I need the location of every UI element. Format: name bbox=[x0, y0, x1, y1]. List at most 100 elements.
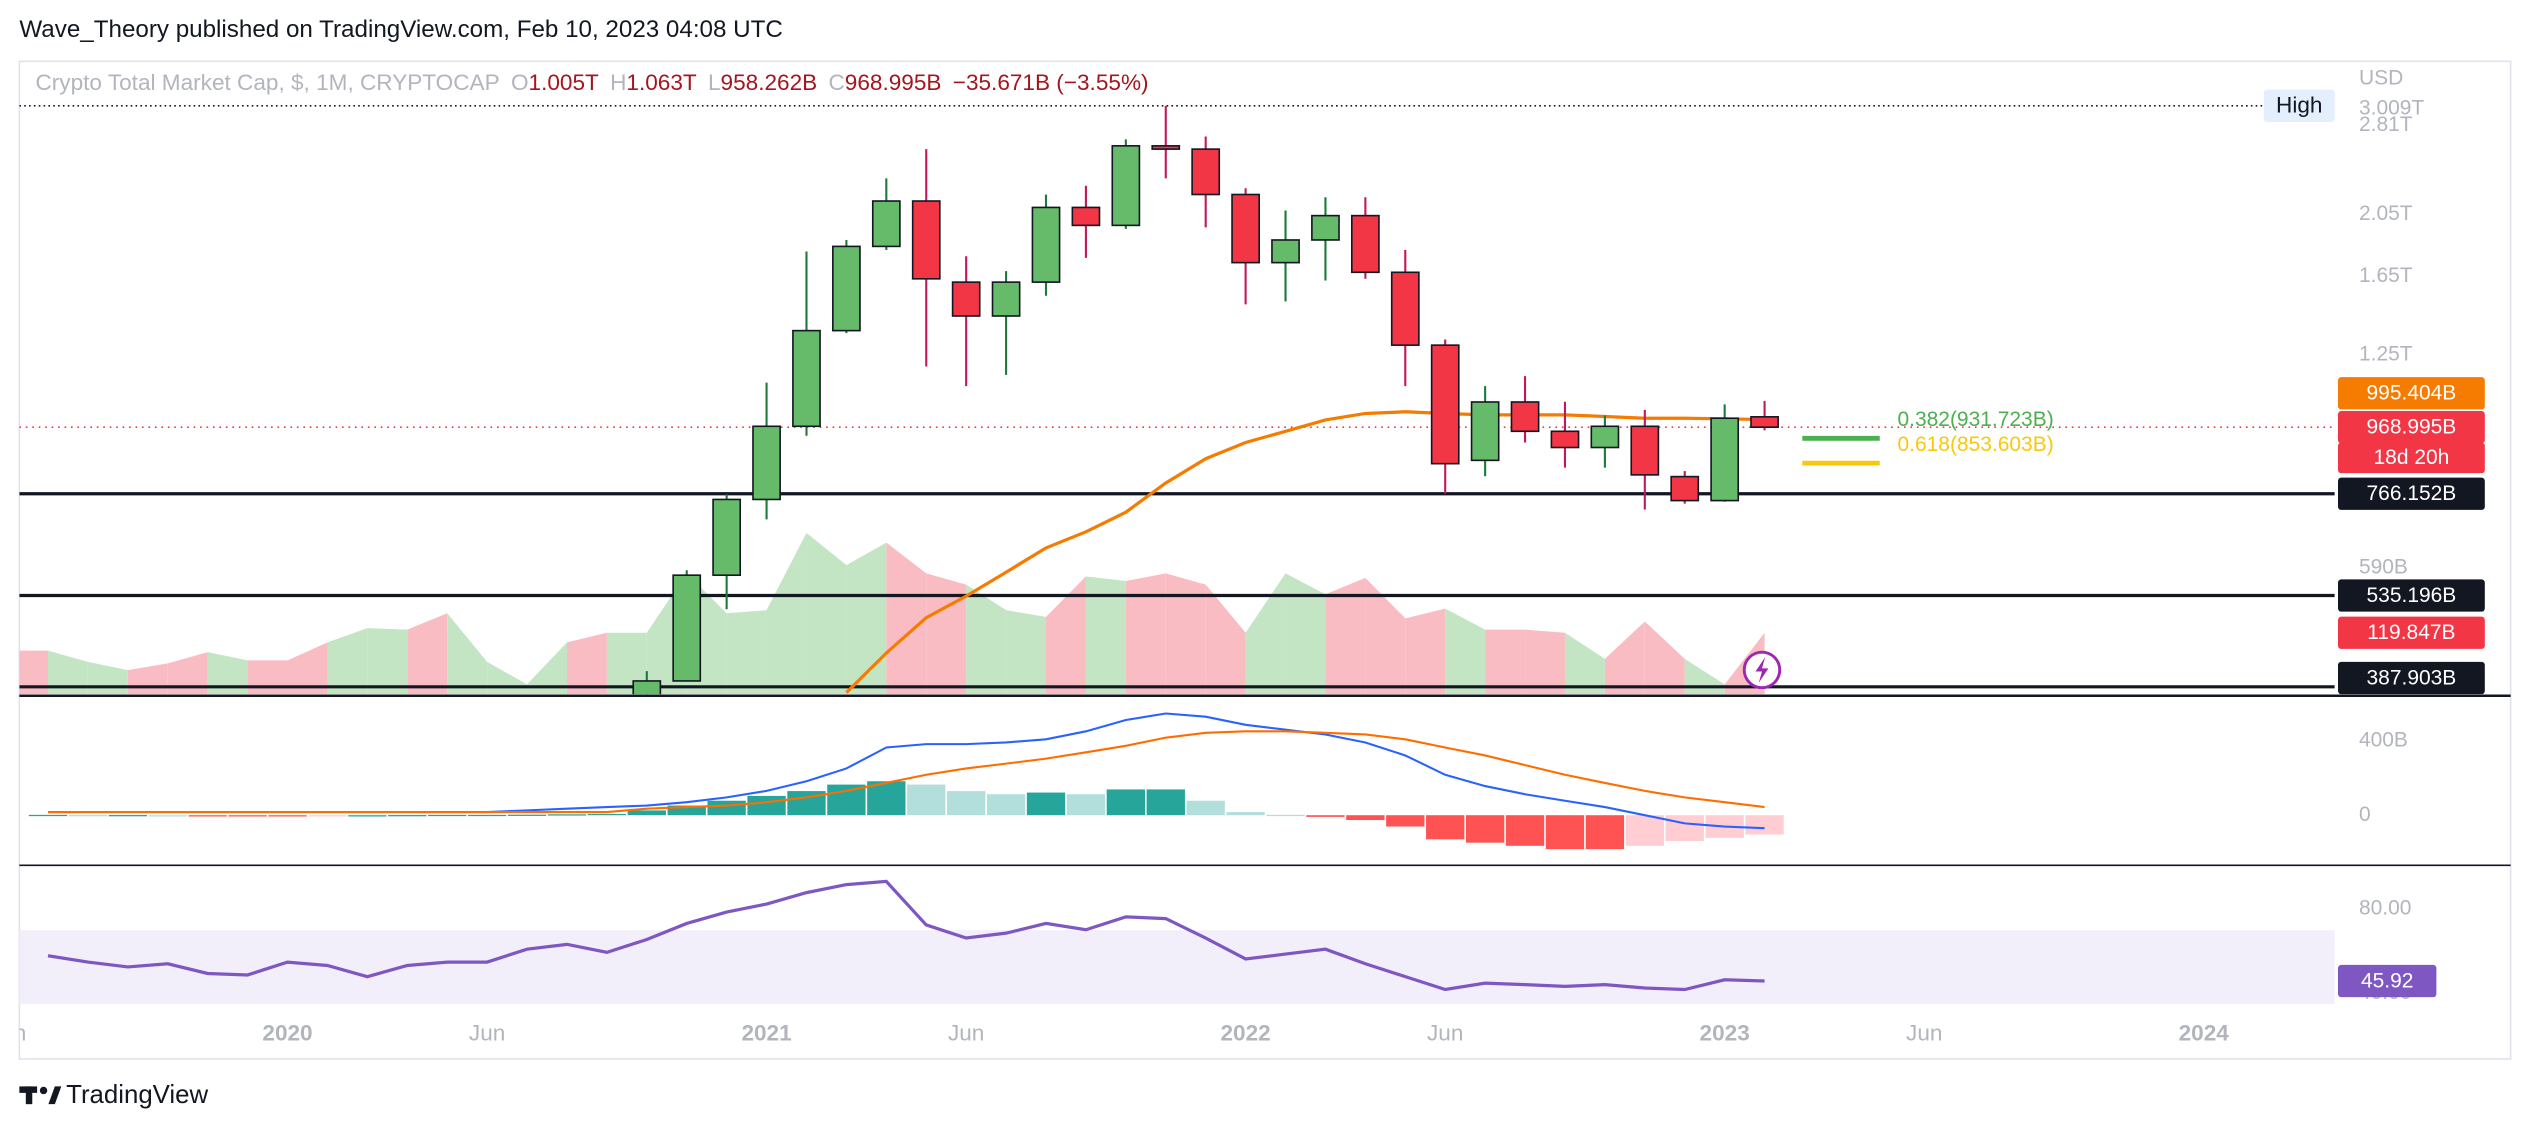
volume-label-text: 119.847B bbox=[2367, 621, 2455, 644]
volume-area bbox=[167, 652, 208, 695]
candle-body bbox=[832, 245, 861, 332]
macd-histogram-bar bbox=[1426, 815, 1465, 840]
rsi-last-box bbox=[2337, 964, 2437, 998]
x-tick-label: 2023 bbox=[1700, 1021, 1750, 1046]
volume-area bbox=[1564, 632, 1605, 695]
x-tick-label: Jun bbox=[1427, 1021, 1463, 1046]
y-tick-label: 590B bbox=[2359, 555, 2408, 578]
macd-histogram-bar bbox=[467, 814, 507, 817]
countdown-box bbox=[2337, 442, 2485, 474]
volume-area bbox=[1165, 573, 1206, 695]
volume-area bbox=[1046, 576, 1086, 695]
x-tick-label: Jun bbox=[948, 1021, 984, 1046]
macd-histogram-bar bbox=[1026, 792, 1066, 816]
candle-body bbox=[1430, 344, 1460, 465]
volume-area bbox=[1085, 576, 1126, 695]
volume-area bbox=[1644, 621, 1685, 695]
macd-histogram-bar bbox=[428, 814, 467, 817]
volume-area bbox=[1006, 610, 1047, 695]
y-tick-label: 400B bbox=[2359, 729, 2408, 752]
volume-area bbox=[1525, 629, 1565, 695]
volume-area bbox=[1445, 608, 1486, 695]
macd-histogram-bar bbox=[747, 795, 786, 816]
volume-area bbox=[1604, 621, 1645, 695]
x-tick-label: Jun bbox=[0, 1021, 26, 1046]
tradingview-logo bbox=[19, 1086, 62, 1105]
volume-area bbox=[287, 642, 328, 695]
volume-area bbox=[766, 532, 807, 695]
volume-area bbox=[846, 542, 887, 695]
ohlc-key: O bbox=[511, 70, 529, 95]
candle-body bbox=[1390, 271, 1420, 346]
macd-histogram-bar bbox=[1386, 815, 1425, 827]
macd-histogram-bar bbox=[268, 815, 307, 817]
y-tick-label: 80.00 bbox=[2359, 897, 2411, 920]
macd-histogram-bar bbox=[108, 815, 147, 817]
macd-histogram-bar bbox=[986, 794, 1026, 816]
macd-histogram-bar bbox=[1186, 800, 1225, 816]
macd-histogram-bar bbox=[587, 813, 627, 816]
candle-body bbox=[1350, 214, 1380, 274]
candle-body bbox=[1510, 401, 1540, 433]
chart-frame bbox=[18, 60, 2512, 1060]
x-tick-label: 2020 bbox=[262, 1021, 312, 1046]
macd-line bbox=[47, 730, 1765, 814]
macd-histogram-bar bbox=[907, 784, 946, 816]
fib-label: 0.382(931.723B) bbox=[1898, 408, 2054, 431]
candle-body bbox=[1231, 193, 1260, 264]
macd-histogram-bar bbox=[1745, 815, 1784, 835]
macd-histogram-bar bbox=[827, 784, 866, 816]
publish-title: Wave_Theory published on TradingView.com… bbox=[19, 16, 783, 43]
ohlc-value: 968.995B bbox=[845, 70, 942, 95]
candle-body bbox=[1271, 239, 1300, 264]
candle-body bbox=[752, 425, 781, 501]
candle-body bbox=[991, 281, 1021, 317]
macd-histogram-bar bbox=[1146, 789, 1185, 816]
volume-area bbox=[886, 542, 927, 695]
x-tick-label: 2024 bbox=[2179, 1021, 2230, 1046]
volume-area bbox=[207, 652, 248, 695]
high-tag: High bbox=[2276, 93, 2322, 118]
macd-histogram-bar bbox=[707, 800, 746, 816]
volume-area bbox=[966, 584, 1007, 695]
candle-body bbox=[672, 574, 702, 682]
candle-body bbox=[632, 680, 662, 695]
ma-last-text: 995.404B bbox=[2367, 382, 2457, 405]
volume-area bbox=[447, 613, 488, 695]
macd-histogram-bar bbox=[1306, 815, 1345, 817]
candle-body bbox=[792, 329, 821, 428]
candle-body bbox=[871, 200, 901, 248]
candle-body bbox=[1071, 206, 1101, 227]
last-price-text: 968.995B bbox=[2367, 416, 2457, 439]
macd-histogram-bar bbox=[68, 815, 108, 817]
candle-body bbox=[1031, 206, 1061, 283]
ma-last-box bbox=[2337, 377, 2485, 410]
volume-area bbox=[19, 650, 48, 695]
level-label-text: 387.903B bbox=[2367, 666, 2457, 689]
rsi-line bbox=[47, 879, 1765, 992]
rsi-pane bbox=[19, 879, 2335, 1005]
countdown-text: 18d 20h bbox=[2374, 446, 2450, 469]
candle-body bbox=[951, 281, 981, 317]
volume-area bbox=[566, 632, 607, 695]
candle-body bbox=[1630, 425, 1660, 476]
y-tick-label: 0 bbox=[2359, 803, 2371, 826]
candle-body bbox=[1151, 145, 1181, 150]
candle-body bbox=[1111, 145, 1141, 227]
ohlc-value: 958.262B bbox=[721, 70, 818, 95]
change-value: −35.671B (−3.55%) bbox=[953, 70, 1149, 95]
volume-area bbox=[407, 613, 448, 695]
macd-histogram-bar bbox=[388, 815, 427, 817]
ohlc-value: 1.063T bbox=[626, 70, 696, 95]
macd-histogram-bar bbox=[228, 815, 267, 817]
macd-histogram-bar bbox=[188, 815, 227, 817]
macd-histogram-bar bbox=[1585, 815, 1625, 850]
candle-body bbox=[911, 200, 941, 280]
moving-average bbox=[845, 410, 1765, 694]
volume-area bbox=[367, 628, 408, 695]
macd-histogram-bar bbox=[148, 815, 187, 817]
level-label-text: 535.196B bbox=[2367, 584, 2457, 607]
macd-histogram-bar bbox=[28, 814, 68, 817]
macd-histogram-bar bbox=[1625, 815, 1664, 846]
x-tick-label: Jun bbox=[469, 1021, 505, 1046]
